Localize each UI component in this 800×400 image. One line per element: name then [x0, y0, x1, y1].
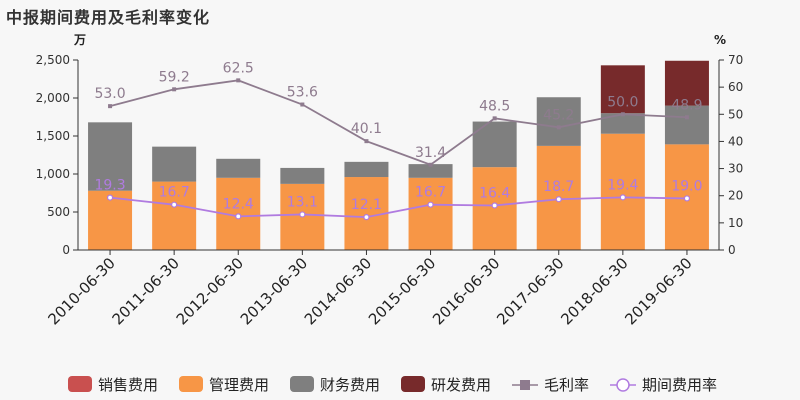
data-label-毛利率: 59.2: [159, 69, 190, 85]
left-tick-label: 2,500: [36, 53, 70, 67]
right-tick-label: 20: [728, 189, 743, 203]
legend-label-管理费用: 管理费用: [209, 376, 269, 394]
marker-期间费用率: [106, 194, 114, 201]
right-tick-label: 60: [728, 80, 743, 94]
data-label-毛利率: 40.1: [351, 121, 382, 137]
legend-label-毛利率: 毛利率: [544, 376, 589, 394]
marker-毛利率: [620, 112, 625, 117]
bar-财务费用-2010-06-30: [88, 122, 133, 191]
data-label-毛利率: 53.0: [94, 86, 125, 102]
legend-label-研发费用: 研发费用: [431, 376, 491, 394]
data-label-期间费用率: 12.4: [223, 196, 254, 212]
marker-期间费用率: [555, 196, 562, 203]
left-tick-label: 1,500: [36, 129, 70, 143]
bar-财务费用-2017-06-30: [536, 97, 581, 146]
bar-财务费用-2011-06-30: [152, 146, 197, 182]
data-label-期间费用率: 16.7: [415, 185, 446, 201]
marker-毛利率: [236, 78, 241, 83]
left-tick-label: 0: [62, 243, 70, 257]
data-label-期间费用率: 19.4: [607, 177, 638, 193]
bar-管理费用-2011-06-30: [152, 181, 197, 250]
data-label-期间费用率: 16.7: [159, 185, 190, 201]
data-label-期间费用率: 18.7: [543, 179, 574, 195]
marker-毛利率: [364, 139, 369, 144]
marker-期间费用率: [363, 214, 370, 221]
legend-swatch-研发费用: [401, 376, 425, 392]
marker-毛利率: [428, 162, 433, 167]
bar-管理费用-2015-06-30: [408, 177, 453, 250]
data-label-毛利率: 31.4: [415, 145, 446, 161]
x-tick-label: 2016-06-30: [429, 254, 503, 328]
bars-layer: [88, 60, 709, 250]
right-tick-label: 70: [728, 53, 743, 67]
marker-期间费用率: [171, 201, 178, 208]
x-tick-label: 2019-06-30: [621, 254, 695, 328]
left-tick-label: 500: [47, 205, 70, 219]
x-tick-label: 2011-06-30: [109, 254, 183, 328]
data-label-期间费用率: 19.3: [94, 178, 125, 194]
marker-毛利率: [300, 102, 305, 107]
marker-期间费用率: [235, 213, 242, 220]
line-期间费用率: [109, 196, 687, 219]
legend-label-销售费用: 销售费用: [98, 376, 158, 394]
marker-毛利率: [172, 87, 177, 92]
left-axis-unit: 万: [73, 33, 86, 47]
bar-研发费用-2018-06-30: [600, 65, 645, 114]
x-tick-label: 2018-06-30: [557, 254, 631, 328]
right-tick-label: 40: [728, 134, 743, 148]
marker-期间费用率: [299, 211, 306, 218]
data-label-期间费用率: 19.0: [671, 178, 702, 194]
x-tick-label: 2013-06-30: [237, 254, 311, 328]
data-label-毛利率: 50.0: [607, 94, 638, 110]
legend-marker-毛利率: [520, 380, 530, 390]
legend-marker-期间费用率: [616, 378, 630, 392]
legend-swatch-管理费用: [179, 376, 203, 392]
bar-财务费用-2018-06-30: [600, 113, 645, 134]
bar-财务费用-2015-06-30: [408, 164, 453, 178]
right-tick-label: 10: [728, 216, 743, 230]
legend-swatch-财务费用: [290, 376, 314, 392]
x-tick-label: 2015-06-30: [365, 254, 439, 328]
marker-毛利率: [492, 116, 497, 121]
data-label-毛利率: 62.5: [223, 60, 254, 76]
marker-期间费用率: [427, 201, 434, 208]
x-tick-label: 2012-06-30: [173, 254, 247, 328]
marker-期间费用率: [683, 195, 691, 202]
data-label-毛利率: 45.2: [543, 107, 574, 123]
legend-label-财务费用: 财务费用: [320, 376, 380, 394]
bar-财务费用-2019-06-30: [664, 105, 709, 145]
x-tick-label: 2014-06-30: [301, 254, 375, 328]
legend-label-期间费用率: 期间费用率: [642, 376, 717, 394]
data-label-期间费用率: 12.1: [351, 197, 382, 213]
data-label-毛利率: 48.5: [479, 98, 510, 114]
x-tick-label: 2017-06-30: [493, 254, 567, 328]
data-label-毛利率: 48.9: [671, 97, 702, 113]
right-axis-unit: %: [714, 33, 726, 47]
data-label-期间费用率: 13.1: [287, 194, 318, 210]
marker-毛利率: [108, 104, 113, 109]
right-tick-label: 50: [728, 107, 743, 121]
left-tick-label: 2,000: [36, 91, 70, 105]
bar-财务费用-2012-06-30: [216, 158, 261, 178]
right-tick-label: 30: [728, 162, 743, 176]
chart-title: 中报期间费用及毛利率变化: [6, 8, 211, 27]
data-label-期间费用率: 16.4: [479, 185, 510, 201]
right-tick-label: 0: [728, 243, 736, 257]
line-毛利率: [109, 79, 687, 166]
data-label-毛利率: 53.6: [287, 85, 318, 101]
lines-layer: 53.0 59.2 62.5 53.6 40.1 31.4 48.5 45.2 50.0 48.9…: [94, 60, 703, 221]
marker-毛利率: [684, 115, 689, 120]
marker-期间费用率: [619, 194, 626, 201]
left-tick-label: 1,000: [36, 167, 70, 181]
marker-毛利率: [556, 125, 561, 130]
x-tick-label: 2010-06-30: [44, 254, 118, 328]
bar-财务费用-2014-06-30: [344, 161, 389, 178]
legend-swatch-销售费用: [68, 376, 92, 392]
legend: 销售费用 管理费用 财务费用 研发费用 毛利率 期间费用率: [68, 376, 717, 394]
bar-研发费用-2019-06-30: [664, 60, 709, 106]
marker-期间费用率: [491, 202, 498, 209]
bar-管理费用-2018-06-30: [600, 133, 645, 250]
bar-财务费用-2013-06-30: [280, 167, 325, 184]
